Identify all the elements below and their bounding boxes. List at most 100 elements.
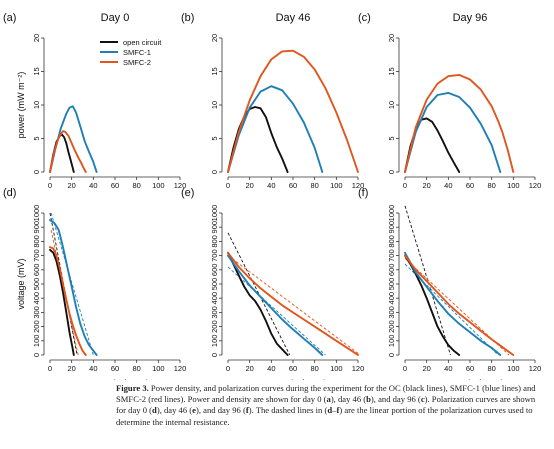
y-tick-label: 20	[387, 34, 396, 42]
series-line-smfc2	[227, 49, 359, 173]
y-tick-label: 15	[387, 67, 396, 75]
x-tick-label: 20	[245, 364, 253, 373]
y-tick-label: 0	[387, 170, 396, 174]
y-axis-label: power (mW m⁻²)	[16, 72, 26, 139]
fit-line-smfc1	[50, 212, 94, 356]
y-tick-label: 100	[210, 335, 219, 348]
x-tick-label: 80	[132, 364, 140, 373]
x-tick-label: 80	[310, 181, 318, 190]
x-tick-label: 0	[403, 364, 407, 373]
panel-title: Day 46	[276, 12, 311, 24]
x-tick-label: 0	[48, 364, 52, 373]
y-tick-label: 700	[210, 249, 219, 262]
legend-label: SMFC-2	[123, 58, 151, 67]
y-tick-label: 0	[32, 170, 41, 174]
y-tick-label: 800	[32, 235, 41, 248]
x-tick-label: 60	[111, 181, 119, 190]
y-tick-label: 1000	[387, 205, 396, 222]
y-tick-label: 900	[387, 221, 396, 234]
panel-label: (a)	[3, 12, 16, 24]
panel-label: (f)	[358, 187, 368, 199]
series-line-smfc1	[49, 219, 98, 356]
x-tick-label: 120	[174, 364, 187, 373]
y-tick-label: 300	[210, 306, 219, 319]
x-tick-label: 40	[267, 364, 275, 373]
y-tick-label: 900	[210, 221, 219, 234]
panel-b: (b) Day 46 0 20 40 60 80 100 120 0 5 10 15 20	[181, 12, 364, 190]
x-tick-label: 100	[152, 181, 165, 190]
y-tick-label: 700	[387, 249, 396, 262]
y-tick-label: 300	[387, 306, 396, 319]
series-line-smfc1	[227, 254, 324, 356]
x-tick-label: 40	[267, 181, 275, 190]
x-tick-label: 100	[507, 181, 520, 190]
x-tick-label: 120	[174, 181, 187, 190]
caption-fragment: ) are the linear portion of the polariza…	[116, 405, 533, 427]
panel-label: (b)	[181, 12, 194, 24]
caption-fragment: ). The dashed lines in (	[248, 405, 328, 416]
y-tick-label: 200	[210, 320, 219, 333]
y-tick-label: 0	[32, 353, 41, 357]
legend-label: open circuit	[123, 38, 162, 47]
caption-fragment: Power density, and polarization curves d…	[116, 383, 536, 405]
y-tick-label: 1000	[32, 205, 41, 222]
y-tick-label: 15	[210, 67, 219, 75]
x-tick-label: 120	[352, 364, 365, 373]
caption-fragment: ), and day 96 (	[370, 394, 421, 405]
x-tick-label: 120	[529, 181, 542, 190]
y-tick-label: 0	[387, 353, 396, 357]
y-tick-label: 800	[210, 235, 219, 248]
y-tick-label: 100	[32, 335, 41, 348]
figure-caption: Figure 3. Power density, and polarizatio…	[116, 383, 546, 428]
x-tick-label: 20	[245, 181, 253, 190]
series-line-smfc1	[227, 85, 324, 173]
x-axis-label: current (mA m⁻²)	[259, 378, 326, 380]
x-tick-label: 0	[226, 364, 230, 373]
caption-fragment: f	[245, 405, 249, 416]
x-tick-label: 20	[422, 364, 430, 373]
caption-fragment: a	[326, 394, 331, 405]
caption-fragment: c	[420, 394, 425, 405]
x-tick-label: 60	[289, 181, 297, 190]
y-tick-label: 10	[387, 101, 396, 109]
series-line-oc	[49, 248, 75, 356]
x-tick-label: 40	[89, 364, 97, 373]
y-tick-label: 1000	[210, 205, 219, 222]
y-tick-label: 0	[210, 170, 219, 174]
x-tick-label: 40	[444, 364, 452, 373]
x-tick-label: 0	[403, 181, 407, 190]
series-line-smfc2	[49, 130, 87, 173]
y-tick-label: 200	[387, 320, 396, 333]
series-line-smfc1	[49, 105, 98, 173]
x-axis-label: current (mA m⁻²)	[81, 378, 148, 380]
caption-fragment: –	[332, 405, 337, 416]
fit-line-oc	[404, 205, 451, 356]
x-axis-label: current (mA m⁻²)	[436, 378, 503, 380]
panel-a: (a) Day 0 0 20 40 60 80 100 120 0 5 10 15 20 power (mW…	[3, 12, 186, 190]
caption-fragment: b	[366, 394, 371, 405]
caption-fragment: ). Polarization curves are shown for day…	[116, 394, 536, 416]
x-tick-label: 40	[444, 181, 452, 190]
x-tick-label: 120	[352, 181, 365, 190]
x-tick-label: 100	[330, 181, 343, 190]
series-line-oc	[227, 251, 289, 356]
y-tick-label: 400	[32, 292, 41, 305]
panel-label: (e)	[181, 187, 194, 199]
y-tick-label: 600	[387, 264, 396, 277]
y-tick-label: 5	[210, 136, 219, 140]
caption-fragment: ), day 46 (	[330, 394, 367, 405]
x-tick-label: 100	[152, 364, 165, 373]
fit-line-smfc2	[50, 229, 79, 356]
x-tick-label: 60	[466, 181, 474, 190]
fit-line-oc	[227, 232, 291, 356]
y-tick-label: 500	[387, 278, 396, 291]
y-tick-label: 100	[387, 335, 396, 348]
fit-line-smfc2	[227, 255, 361, 356]
y-tick-label: 500	[32, 278, 41, 291]
x-tick-label: 40	[89, 181, 97, 190]
caption-fragment: d	[152, 405, 157, 416]
series-line-smfc2	[404, 73, 515, 173]
series-line-smfc2	[227, 251, 359, 356]
